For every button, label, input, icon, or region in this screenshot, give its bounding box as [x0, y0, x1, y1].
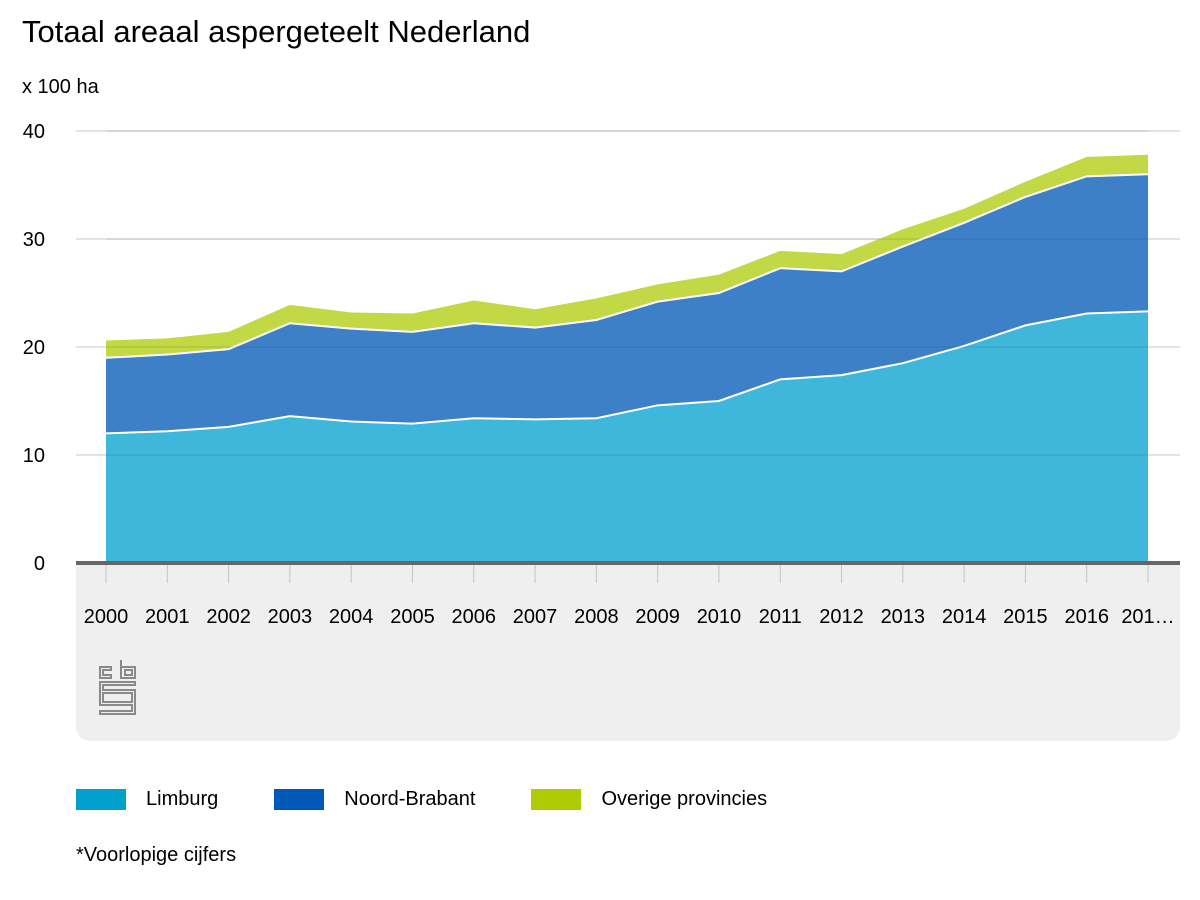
- x-axis-panel-top: [76, 563, 1180, 583]
- legend-swatch-limburg: [76, 789, 126, 810]
- y-tick-label: 20: [23, 337, 45, 359]
- legend-label: Noord-Brabant: [344, 788, 476, 810]
- x-tick-label: 2015: [1003, 606, 1048, 628]
- x-tick-label: 2008: [574, 606, 619, 628]
- area-chart: 0 10 20 30 40 2000 2001 2002 2003 2004 2005 2006 20…: [23, 121, 1180, 741]
- x-tick-label: 2004: [329, 606, 374, 628]
- x-tick-label: 2010: [697, 606, 742, 628]
- x-tick-label: 2005: [390, 606, 435, 628]
- legend-label: Overige provincies: [601, 788, 768, 810]
- x-tick-label: 2011: [759, 606, 802, 628]
- cbs-logo-icon: [99, 660, 136, 715]
- y-tick-label: 30: [23, 229, 45, 251]
- x-tick-label: 2001: [145, 606, 190, 628]
- x-tick-label: 2000: [84, 606, 129, 628]
- chart-title: Totaal areaal aspergeteelt Nederland: [22, 14, 531, 49]
- legend-swatch-overige-provincies: [531, 789, 582, 810]
- series-boundary-line: [105, 173, 1149, 359]
- legend-swatch-noord-brabant: [274, 789, 325, 810]
- x-tick-label: 2003: [268, 606, 313, 628]
- y-tick-label: 10: [23, 445, 45, 467]
- x-tick-label: 2006: [452, 606, 497, 628]
- x-tick-label: 2007: [513, 606, 558, 628]
- x-tick-label: 2016: [1064, 606, 1109, 628]
- x-tick-label: 201…: [1121, 606, 1174, 628]
- x-tick-label: 2014: [942, 606, 987, 628]
- series-boundary-line: [105, 310, 1149, 435]
- area-noord-brabant: [106, 174, 1148, 434]
- legend-item-noord-brabant: Noord-Brabant: [274, 788, 475, 811]
- footnote: *Voorlopige cijfers: [76, 844, 237, 866]
- area-overige-provincies: [106, 154, 1148, 358]
- y-tick-label: 40: [23, 121, 45, 143]
- legend: Limburg Noord-Brabant Overige provincies: [76, 788, 823, 811]
- x-tick-label: 2013: [881, 606, 926, 628]
- x-axis-panel: [76, 563, 1180, 741]
- legend-item-overige-provincies: Overige provincies: [531, 788, 767, 811]
- x-tick-label: 2002: [206, 606, 251, 628]
- area-limburg: [106, 311, 1148, 563]
- y-tick-label: 0: [34, 553, 45, 575]
- legend-label: Limburg: [146, 788, 219, 810]
- x-tick-label: 2012: [819, 606, 864, 628]
- y-axis-unit-label: x 100 ha: [22, 76, 99, 98]
- x-tick-label: 2009: [635, 606, 680, 628]
- legend-item-limburg: Limburg: [76, 788, 218, 811]
